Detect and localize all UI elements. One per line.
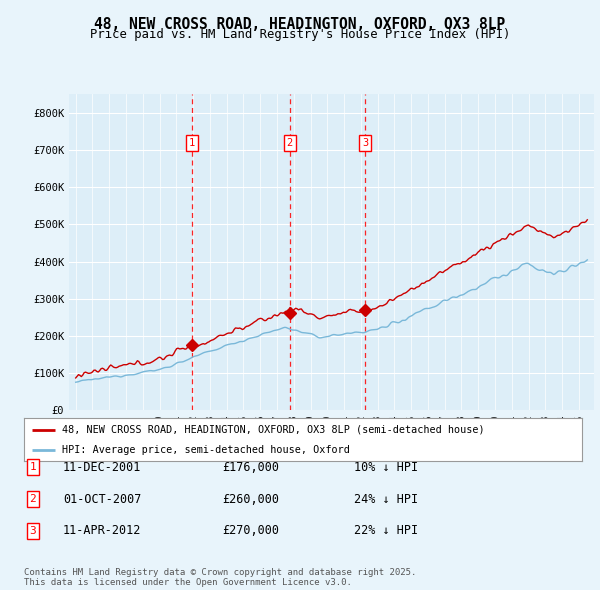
Text: 2: 2 (29, 494, 37, 504)
Text: £260,000: £260,000 (222, 493, 279, 506)
Text: Contains HM Land Registry data © Crown copyright and database right 2025.
This d: Contains HM Land Registry data © Crown c… (24, 568, 416, 587)
Text: 48, NEW CROSS ROAD, HEADINGTON, OXFORD, OX3 8LP (semi-detached house): 48, NEW CROSS ROAD, HEADINGTON, OXFORD, … (62, 425, 485, 435)
Text: 22% ↓ HPI: 22% ↓ HPI (354, 525, 418, 537)
Text: 01-OCT-2007: 01-OCT-2007 (63, 493, 142, 506)
Text: £176,000: £176,000 (222, 461, 279, 474)
Text: 3: 3 (29, 526, 37, 536)
Text: £270,000: £270,000 (222, 525, 279, 537)
Text: 1: 1 (29, 463, 37, 472)
Text: 10% ↓ HPI: 10% ↓ HPI (354, 461, 418, 474)
Text: HPI: Average price, semi-detached house, Oxford: HPI: Average price, semi-detached house,… (62, 445, 350, 455)
Text: 3: 3 (362, 137, 368, 148)
Text: 1: 1 (189, 137, 195, 148)
Text: 24% ↓ HPI: 24% ↓ HPI (354, 493, 418, 506)
Text: 2: 2 (286, 137, 293, 148)
Text: 11-DEC-2001: 11-DEC-2001 (63, 461, 142, 474)
Text: Price paid vs. HM Land Registry's House Price Index (HPI): Price paid vs. HM Land Registry's House … (90, 28, 510, 41)
Text: 11-APR-2012: 11-APR-2012 (63, 525, 142, 537)
Text: 48, NEW CROSS ROAD, HEADINGTON, OXFORD, OX3 8LP: 48, NEW CROSS ROAD, HEADINGTON, OXFORD, … (94, 17, 506, 31)
